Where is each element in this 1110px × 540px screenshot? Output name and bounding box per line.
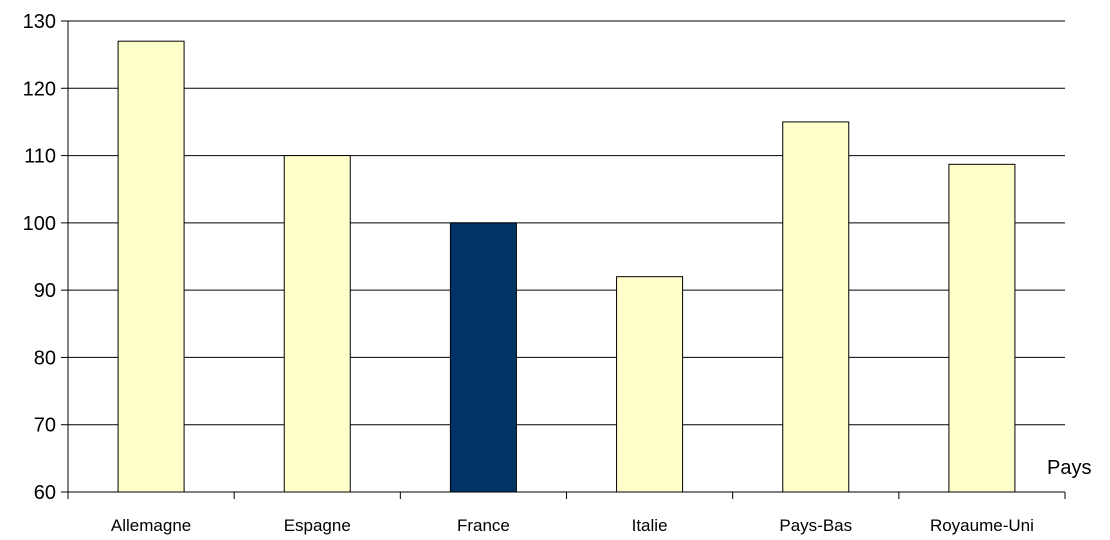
tick-labels: 60 70 80 90 100 110 120 130 Allemagne Espagne Fran… <box>23 11 1034 535</box>
bar-pays-bas <box>782 121 850 493</box>
y-tick-label: 80 <box>34 347 56 369</box>
y-tick-label: 130 <box>23 11 56 33</box>
bar-royaume-uni <box>948 163 1016 493</box>
x-tick-label: Pays-Bas <box>779 516 852 535</box>
bar-espagne <box>283 155 351 493</box>
x-tick-label: Italie <box>632 516 668 535</box>
gridlines <box>68 20 1065 426</box>
y-tick-label: 110 <box>24 146 56 168</box>
bar-italie <box>616 276 684 493</box>
x-tick-label: France <box>457 516 510 535</box>
axes <box>61 20 1066 499</box>
x-tick-label: Allemagne <box>111 516 191 535</box>
y-tick-label: 90 <box>34 280 56 302</box>
x-axis-title: Pays <box>1047 457 1091 479</box>
bars <box>117 40 1016 493</box>
y-tick-label: 60 <box>34 482 56 504</box>
y-tick-label: 70 <box>34 415 56 437</box>
y-tick-label: 100 <box>23 213 56 235</box>
bar-france <box>449 222 517 493</box>
x-tick-label: Espagne <box>284 516 351 535</box>
y-tick-label: 120 <box>23 78 56 100</box>
x-tick-label: Royaume-Uni <box>930 516 1034 535</box>
bar-allemagne <box>117 40 185 493</box>
